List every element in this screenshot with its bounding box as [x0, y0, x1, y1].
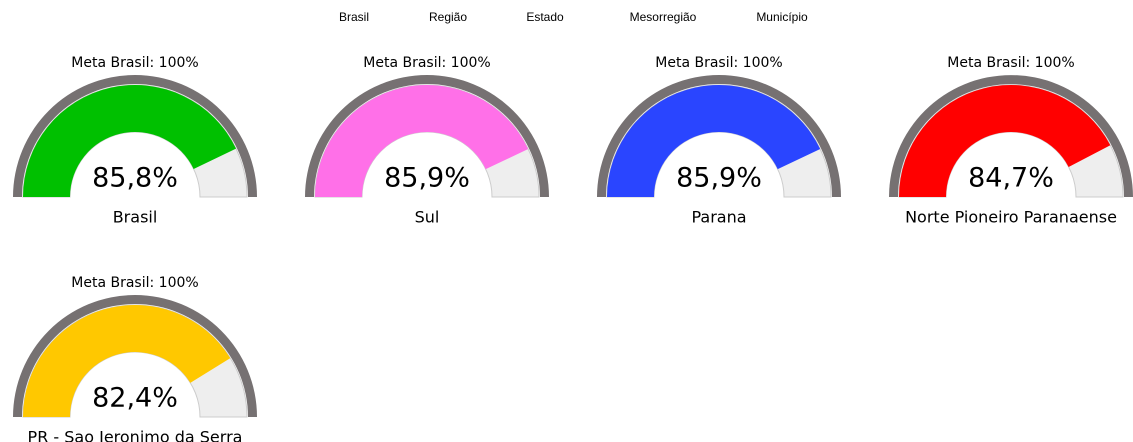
- tab[interactable]: Município: [756, 10, 808, 24]
- gauge-label: Sul: [415, 208, 440, 227]
- gauge-label: Parana: [691, 208, 746, 227]
- tab[interactable]: Região: [429, 10, 467, 24]
- tab[interactable]: Estado: [526, 10, 564, 24]
- gauge-fill: [607, 84, 821, 197]
- gauge-fill: [899, 85, 1111, 197]
- gauge-value: 85,9%: [384, 163, 470, 194]
- gauge-title: Meta Brasil: 100%: [947, 55, 1074, 71]
- gauge-value: 85,9%: [676, 163, 762, 194]
- gauge-title: Meta Brasil: 100%: [655, 55, 782, 71]
- gauge-label: PR - Sao Jeronimo da Serra: [28, 428, 243, 442]
- gauge-title: Meta Brasil: 100%: [71, 55, 198, 71]
- gauge-value: 84,7%: [968, 163, 1054, 194]
- gauge-fill: [23, 84, 237, 197]
- gauge-label: Norte Pioneiro Paranaense: [905, 208, 1117, 227]
- gauge-fill: [315, 84, 529, 197]
- gauge-value: 82,4%: [92, 383, 178, 414]
- gauge-label: Brasil: [113, 208, 158, 227]
- gauge-title: Meta Brasil: 100%: [363, 55, 490, 71]
- gauge-value: 85,8%: [92, 163, 178, 194]
- tab[interactable]: Brasil: [339, 10, 369, 24]
- tab[interactable]: Mesorregião: [630, 10, 697, 24]
- gauge-fill: [23, 305, 231, 417]
- gauge-title: Meta Brasil: 100%: [71, 275, 198, 291]
